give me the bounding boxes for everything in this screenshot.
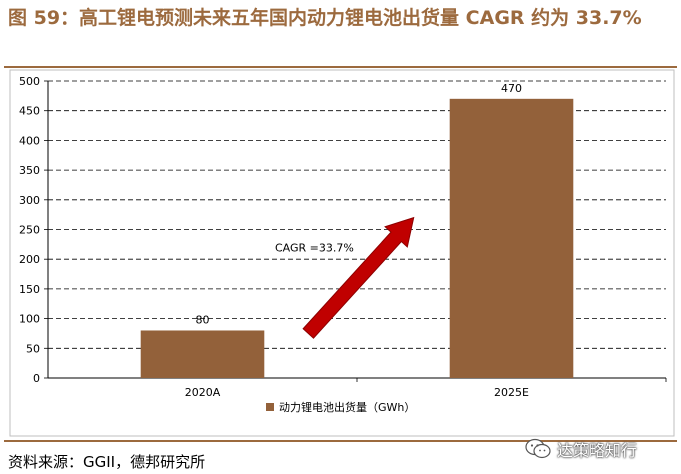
data-label-2025E: 470 (501, 82, 522, 95)
data-label-2020A: 80 (196, 313, 210, 326)
cagr-annotation: CAGR =33.7% (275, 216, 415, 339)
y-tick-label-100: 100 (19, 313, 40, 326)
y-tick-label-450: 450 (19, 105, 40, 118)
y-tick-label-200: 200 (19, 253, 40, 266)
legend: 动力锂电池出货量（GWh） (266, 400, 415, 414)
figure-title: 图 59：高工锂电预测未来五年国内动力锂电池出货量 CAGR 约为 33.7% (8, 7, 642, 29)
watermark: 达策略知行 (525, 433, 637, 465)
footer-divider (4, 440, 677, 442)
legend-swatch (266, 403, 274, 411)
x-tick-label-2020A: 2020A (185, 386, 221, 399)
y-tick-label-250: 250 (19, 224, 40, 237)
cagr-arrow (302, 216, 415, 339)
y-tick-label-300: 300 (19, 194, 40, 207)
x-tick-label-2025E: 2025E (494, 386, 529, 399)
bar-2020A (140, 330, 265, 378)
labels: 0 50 100 150 200 250 300 350 400 450 500 2020A 80 202… (19, 75, 529, 399)
y-tick-label-350: 350 (19, 164, 40, 177)
y-tick-label-500: 500 (19, 75, 40, 88)
title-divider (4, 66, 677, 68)
chart-frame (9, 69, 675, 437)
watermark-text: 达策略知行 (557, 441, 638, 460)
y-tick-label-400: 400 (19, 134, 40, 147)
wechat-icon (525, 438, 551, 459)
y-tick-label-150: 150 (19, 283, 40, 296)
legend-label: 动力锂电池出货量（GWh） (279, 400, 415, 414)
y-tick-label-0: 0 (33, 372, 40, 385)
y-tick-label-50: 50 (26, 342, 40, 355)
bars (140, 98, 574, 378)
cagr-label: CAGR =33.7% (275, 241, 354, 254)
source-note: 资料来源：GGII，德邦研究所 (8, 453, 206, 471)
bar-2025E (449, 98, 574, 378)
